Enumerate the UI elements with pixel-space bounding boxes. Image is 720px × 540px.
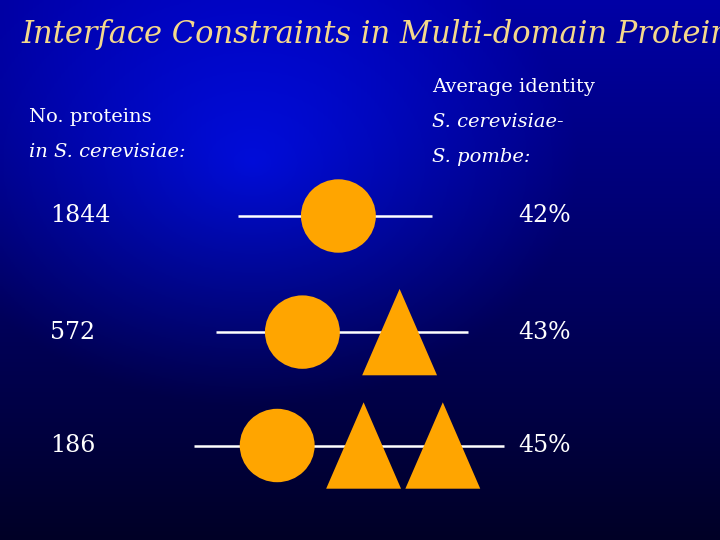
Text: No. proteins: No. proteins — [29, 108, 151, 126]
Text: Interface Constraints in Multi-domain Proteins: Interface Constraints in Multi-domain Pr… — [22, 19, 720, 50]
Text: 572: 572 — [50, 321, 96, 343]
Text: S. pombe:: S. pombe: — [432, 148, 531, 166]
Polygon shape — [405, 402, 480, 489]
Text: 45%: 45% — [518, 434, 571, 457]
Text: 1844: 1844 — [50, 205, 111, 227]
Text: 42%: 42% — [518, 205, 571, 227]
Text: 186: 186 — [50, 434, 96, 457]
Text: 43%: 43% — [518, 321, 571, 343]
Ellipse shape — [265, 295, 340, 369]
Text: S. cerevisiae-: S. cerevisiae- — [432, 113, 564, 131]
Text: Average identity: Average identity — [432, 78, 595, 96]
Ellipse shape — [240, 409, 315, 482]
Ellipse shape — [301, 179, 376, 253]
Text: in S. cerevisiae:: in S. cerevisiae: — [29, 143, 186, 161]
Polygon shape — [362, 289, 437, 375]
Polygon shape — [326, 402, 401, 489]
